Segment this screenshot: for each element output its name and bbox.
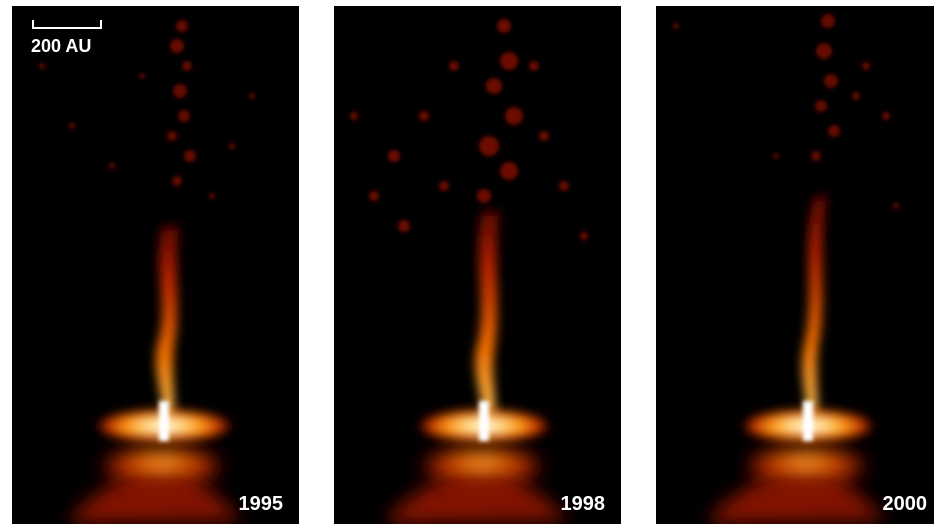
image-panel-1998: 1998 <box>334 6 621 524</box>
image-panel-2000: 2000 <box>656 6 934 524</box>
jet-image-1995 <box>39 20 255 524</box>
image-panel-1995: 200 AU 1995 <box>12 6 299 524</box>
year-label-2000: 2000 <box>882 493 928 515</box>
scale-bar-label: 200 AU <box>31 36 92 56</box>
scale-bar <box>32 20 102 29</box>
jet-image-1998 <box>350 19 588 524</box>
year-label-1998: 1998 <box>560 493 606 515</box>
jet-image-2000 <box>673 14 899 524</box>
year-label-1995: 1995 <box>238 493 284 515</box>
